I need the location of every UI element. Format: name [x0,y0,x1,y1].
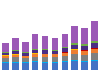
Bar [2,58,9,62]
Bar [12,51,19,54]
Bar [32,61,38,62]
Bar [81,62,88,70]
Bar [32,57,38,61]
Bar [22,56,29,58]
Bar [52,62,58,63]
Bar [22,58,29,62]
Bar [2,62,9,63]
Bar [62,62,68,70]
Bar [12,54,19,55]
Bar [12,55,19,58]
Bar [71,60,78,61]
Bar [91,43,98,48]
Bar [32,62,38,70]
Bar [22,42,29,52]
Bar [42,57,48,62]
Bar [71,50,78,54]
Bar [42,36,48,49]
Bar [91,60,98,61]
Bar [42,50,48,54]
Bar [2,52,9,53]
Bar [22,53,29,56]
Bar [91,49,98,53]
Bar [42,62,48,70]
Bar [22,63,29,70]
Bar [81,28,88,44]
Bar [32,53,38,54]
Bar [71,54,78,60]
Bar [91,41,98,43]
Bar [71,49,78,50]
Bar [2,43,9,52]
Bar [52,51,58,54]
Bar [71,26,78,43]
Bar [22,52,29,53]
Bar [32,54,38,57]
Bar [71,61,78,70]
Bar [2,53,9,55]
Bar [12,58,19,62]
Bar [52,54,58,57]
Bar [62,47,68,48]
Bar [12,38,19,50]
Bar [91,53,98,60]
Bar [2,55,9,56]
Bar [2,63,9,70]
Bar [81,50,88,51]
Bar [12,62,19,63]
Bar [62,48,68,52]
Bar [62,56,68,61]
Bar [12,50,19,51]
Bar [91,48,98,49]
Bar [12,63,19,70]
Bar [52,63,58,70]
Bar [42,49,48,50]
Bar [81,46,88,50]
Bar [62,53,68,56]
Bar [52,57,58,62]
Bar [81,51,88,55]
Bar [81,55,88,61]
Bar [91,61,98,70]
Bar [32,49,38,53]
Bar [62,61,68,62]
Bar [71,43,78,45]
Bar [42,54,48,57]
Bar [81,61,88,62]
Bar [71,45,78,49]
Bar [52,38,58,50]
Bar [91,21,98,41]
Bar [32,34,38,49]
Bar [2,56,9,58]
Bar [62,34,68,47]
Bar [62,52,68,53]
Bar [22,62,29,63]
Bar [52,50,58,51]
Bar [81,44,88,46]
